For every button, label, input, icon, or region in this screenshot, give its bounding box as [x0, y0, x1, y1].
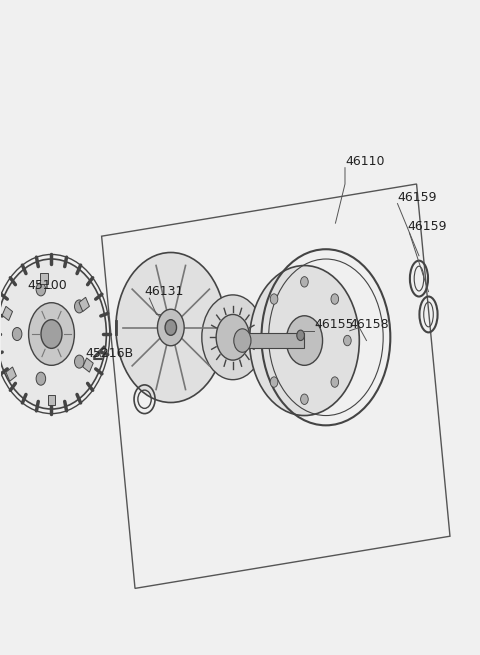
Text: 45216B: 45216B: [85, 347, 133, 360]
Circle shape: [36, 283, 46, 296]
Circle shape: [157, 309, 184, 346]
Circle shape: [286, 316, 323, 365]
Circle shape: [74, 355, 84, 368]
Circle shape: [270, 294, 278, 305]
Circle shape: [29, 303, 74, 365]
Circle shape: [116, 252, 226, 403]
Circle shape: [331, 294, 338, 305]
Text: 46131: 46131: [144, 285, 184, 298]
Circle shape: [331, 377, 338, 387]
Circle shape: [36, 372, 46, 385]
Circle shape: [0, 259, 107, 409]
Circle shape: [300, 276, 308, 287]
Circle shape: [234, 329, 251, 352]
Circle shape: [41, 320, 62, 348]
Circle shape: [297, 330, 304, 341]
Circle shape: [300, 394, 308, 404]
Text: 46155: 46155: [314, 318, 354, 331]
Circle shape: [12, 328, 22, 341]
Text: 46110: 46110: [345, 155, 384, 168]
Circle shape: [250, 265, 360, 415]
Circle shape: [344, 335, 351, 346]
Bar: [6, 367, 16, 381]
Circle shape: [74, 300, 84, 313]
Circle shape: [216, 314, 250, 360]
Circle shape: [165, 320, 177, 335]
Text: 46159: 46159: [407, 220, 446, 233]
Circle shape: [258, 335, 265, 346]
Bar: [2, 307, 12, 320]
Bar: [242, 333, 304, 348]
Circle shape: [270, 377, 278, 387]
Bar: [40, 273, 48, 284]
Bar: [79, 297, 89, 312]
Text: 46158: 46158: [350, 318, 389, 331]
Text: 45100: 45100: [28, 278, 67, 291]
Bar: [48, 395, 55, 405]
Bar: [83, 358, 93, 372]
Circle shape: [202, 295, 264, 380]
Text: 46159: 46159: [397, 191, 437, 204]
